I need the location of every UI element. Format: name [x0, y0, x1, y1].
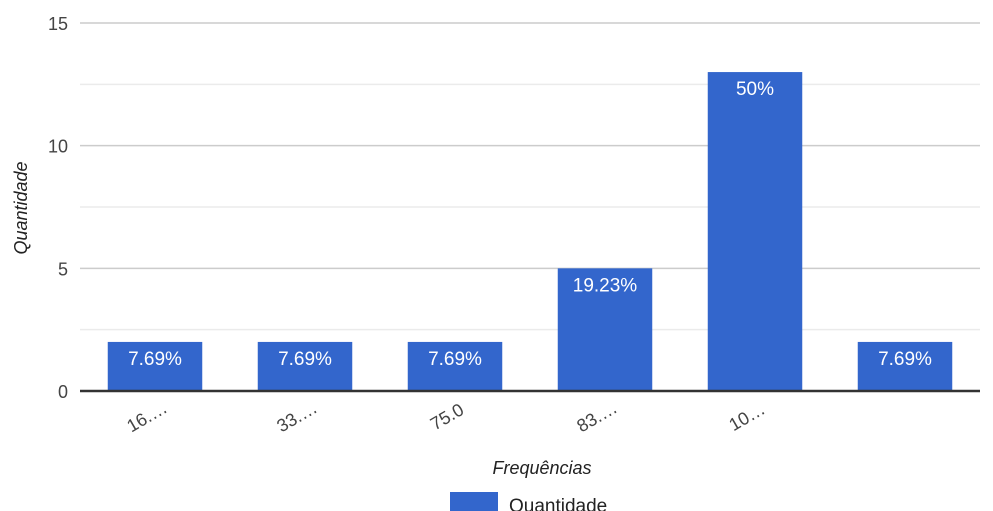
gridlines	[80, 22, 980, 331]
data-label: 7.69%	[278, 349, 332, 370]
bar[interactable]	[407, 341, 503, 391]
bar[interactable]	[557, 268, 653, 391]
data-label: 7.69%	[128, 349, 182, 370]
data-label: 7.69%	[878, 349, 932, 370]
x-tick-label: 33.…	[273, 397, 320, 436]
legend-label: Quantidade	[509, 496, 607, 511]
y-tick-label: 15	[48, 14, 68, 34]
data-label: 7.69%	[428, 349, 482, 370]
bar[interactable]	[257, 341, 353, 391]
data-label: 50%	[736, 79, 774, 100]
y-tick-label: 0	[58, 382, 68, 402]
y-axis-title: Quantidade	[11, 161, 31, 254]
data-label: 19.23%	[573, 275, 638, 296]
y-tick-label: 10	[48, 137, 68, 157]
x-tick-label: 83.…	[573, 397, 620, 436]
legend[interactable]: Quantidade	[450, 492, 607, 511]
x-tick-label: 75.0	[427, 399, 467, 434]
y-axis-ticks: 0 5 10 15	[48, 14, 68, 402]
x-axis-ticks: 16.… 33.… 75.0 83.… 10…	[123, 397, 768, 436]
y-tick-label: 5	[58, 259, 68, 279]
x-axis-title: Frequências	[492, 458, 591, 478]
bar[interactable]	[107, 341, 203, 391]
bar[interactable]	[707, 72, 803, 392]
data-labels: 7.69% 7.69% 7.69% 19.23% 50% 7.69%	[128, 79, 932, 370]
x-tick-label: 10…	[726, 399, 769, 435]
bars	[107, 72, 953, 392]
x-tick-label: 16.…	[123, 397, 170, 436]
bar[interactable]	[857, 341, 953, 391]
legend-swatch	[450, 492, 498, 511]
